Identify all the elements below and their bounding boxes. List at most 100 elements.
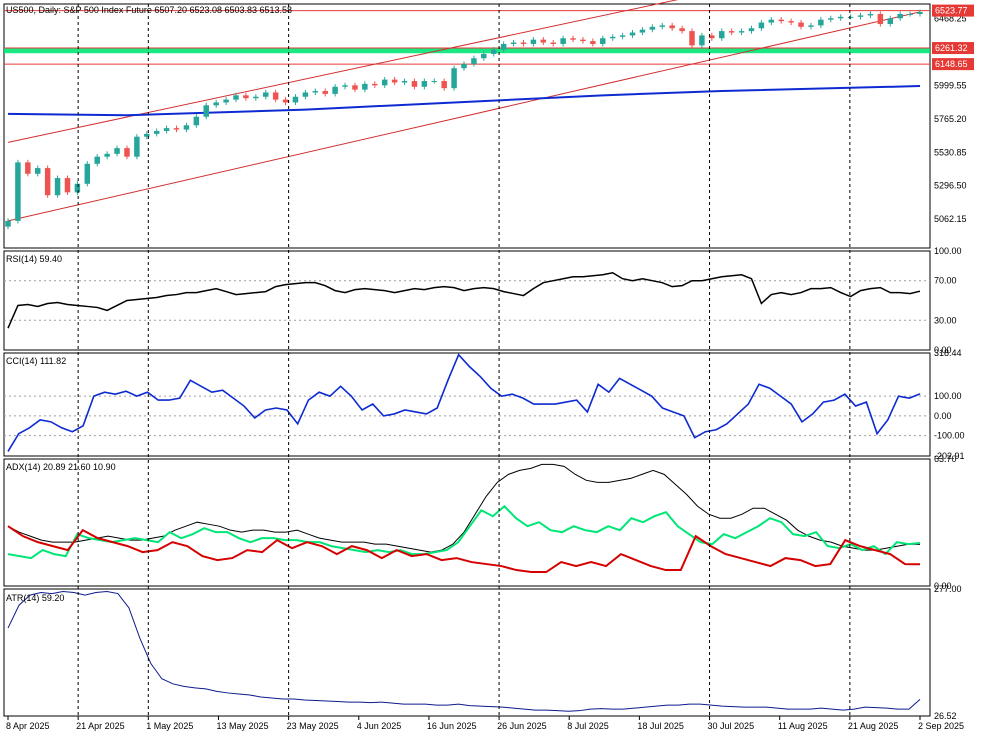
x-axis: 8 Apr 2025 21 Apr 2025 1 May 2025 13 May 20… [6, 4, 964, 731]
candle-body [263, 92, 269, 97]
candle-body [282, 99, 289, 103]
cci-y-tick-label: -202.91 [934, 451, 965, 461]
candle-body [35, 168, 41, 174]
atr-pane: 277.00 26.52 [3, 584, 962, 721]
candle-body [887, 18, 893, 24]
adx-title: ADX(14) 20.89 21.60 10.90 [6, 462, 116, 472]
price-pane-frame [3, 3, 931, 249]
candle-body [332, 86, 338, 94]
x-tick-label: 18 Jul 2025 [637, 721, 684, 731]
candle-body [183, 125, 190, 130]
candle-body [689, 31, 695, 46]
candle-body [897, 13, 903, 19]
cci-y-tick-label: 0.00 [934, 411, 952, 421]
x-tick-label: 21 Apr 2025 [76, 721, 125, 731]
plus-di-line [7, 504, 921, 560]
candle-body [907, 13, 913, 15]
candle-body [679, 28, 685, 32]
candle-body [352, 85, 358, 90]
cci-pane: 318.44 100.00 0.00 -100.00 -202.91 [3, 348, 965, 461]
adx-line [7, 463, 921, 553]
candle-body [619, 35, 626, 37]
candle-body [709, 35, 715, 39]
candle-body [322, 91, 328, 94]
candle-body [15, 162, 21, 221]
x-tick-label: 2 Sep 2025 [918, 721, 964, 731]
cci-y-tick-label: 318.44 [934, 348, 962, 358]
candle-body [877, 13, 884, 24]
candle-body [114, 148, 120, 154]
candle-body [471, 58, 477, 64]
candle-body [719, 31, 725, 39]
adx-pane: 63.70 0.00 [3, 454, 957, 591]
candle-body [441, 81, 447, 89]
moving-average-line [7, 85, 921, 117]
adx-y-tick-label: 0.00 [934, 581, 952, 591]
x-tick-label: 16 Jun 2025 [427, 721, 477, 731]
candle-body [728, 31, 735, 33]
x-tick-label: 23 May 2025 [287, 721, 339, 731]
candle-body [699, 35, 705, 46]
candle-body [292, 96, 299, 103]
candle-body [381, 79, 388, 86]
candle-body [64, 178, 71, 193]
candle-body [411, 81, 418, 87]
candle-body [570, 38, 576, 40]
candle-body [461, 63, 467, 69]
candle-body [193, 116, 200, 126]
candle-body [738, 31, 745, 33]
rsi-title: RSI(14) 59.40 [6, 254, 62, 264]
candle-body [629, 32, 636, 36]
candle-body [867, 13, 874, 16]
x-tick-label: 1 May 2025 [146, 721, 193, 731]
rsi-y-tick-label: 70.00 [934, 276, 957, 286]
candle-body [163, 128, 170, 131]
candle-body [312, 91, 319, 93]
channel-upper-line [7, 0, 679, 143]
cci-y-tick-label: 100.00 [934, 391, 962, 401]
candle-body [372, 83, 378, 86]
candle-body [302, 92, 309, 97]
candle-body [421, 81, 428, 87]
candle-body [124, 148, 130, 157]
candle-body [659, 25, 665, 27]
price-tag-label: 6523.77 [935, 6, 968, 16]
cci-y-tick-label: -100.00 [934, 431, 965, 441]
minus-di-line [7, 525, 921, 574]
candle-body [818, 19, 824, 26]
candle-body [828, 18, 834, 20]
cci-line [7, 353, 921, 452]
candle-body [481, 53, 487, 59]
candle-body [144, 133, 150, 137]
candle-body [580, 39, 586, 42]
candle-body [25, 162, 31, 174]
price-y-tick-label: 5062.15 [934, 214, 967, 224]
candle-body [639, 29, 646, 33]
candle-body [401, 81, 408, 83]
candle-body [808, 25, 814, 27]
adx-pane-frame [3, 458, 931, 587]
candle-body [134, 136, 140, 157]
candle-body [798, 22, 804, 27]
support-zone [4, 47, 930, 54]
candle-body [857, 15, 864, 17]
price-tag [932, 42, 974, 55]
candle-body [362, 83, 368, 90]
x-tick-label: 26 Jun 2025 [497, 721, 547, 731]
price-tag-label: 6261.32 [935, 43, 968, 53]
atr-pane-frame [3, 588, 931, 717]
price-tag [932, 58, 974, 71]
rsi-y-tick-label: 100.00 [934, 246, 962, 256]
candle-body [342, 85, 348, 87]
candle-body [510, 42, 517, 44]
candle-body [203, 105, 209, 117]
candle-body [153, 130, 160, 134]
candle-body [253, 96, 259, 99]
x-tick-label: 30 Jul 2025 [708, 721, 755, 731]
candle-body [600, 38, 606, 44]
x-tick-label: 13 May 2025 [216, 721, 268, 731]
rsi-y-tick-label: 0.00 [934, 345, 952, 355]
candle-body [609, 36, 616, 39]
x-tick-label: 21 Aug 2025 [848, 721, 899, 731]
price-y-tick-label: 6468.25 [934, 14, 967, 24]
